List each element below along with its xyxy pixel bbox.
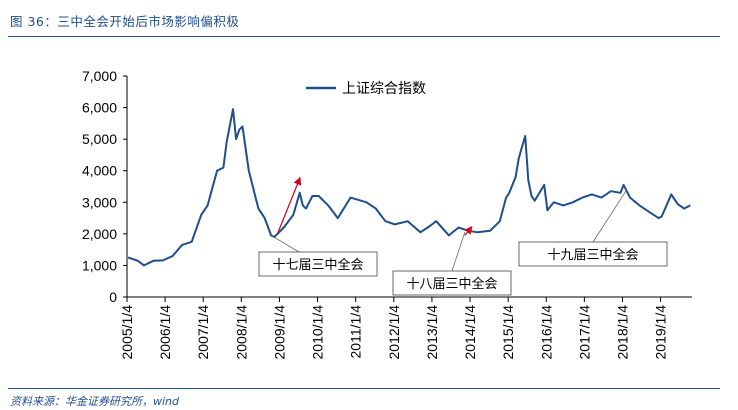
trend-arrow	[276, 176, 302, 235]
annotation-label: 十九届三中全会	[547, 247, 638, 263]
annotation-box	[258, 251, 378, 277]
x-tick-label: 2016/1/4	[538, 305, 554, 360]
y-tick-label: 0	[109, 289, 117, 305]
y-tick-label: 7,000	[82, 68, 117, 84]
x-tick-label: 2011/1/4	[348, 305, 364, 359]
annotation-label: 十七届三中全会	[272, 257, 363, 273]
x-tick-label: 2017/1/4	[576, 305, 592, 360]
annotation-leader	[270, 235, 300, 253]
y-tick-label: 5,000	[82, 131, 117, 147]
annotation-box	[392, 270, 512, 296]
series-line-shanghai-composite	[127, 108, 691, 267]
x-tick-label: 2006/1/4	[157, 305, 173, 360]
annotation-leader	[451, 232, 466, 272]
x-tick-label: 2014/1/4	[462, 305, 478, 360]
y-tick-label: 1,000	[82, 257, 117, 273]
annotation-label: 十八届三中全会	[406, 276, 497, 292]
x-tick-label: 2013/1/4	[424, 305, 440, 360]
x-tick-label: 2009/1/4	[271, 305, 287, 360]
x-tick-label: 2008/1/4	[233, 305, 249, 360]
x-tick-label: 2019/1/4	[653, 305, 669, 360]
x-tick-label: 2018/1/4	[614, 305, 630, 360]
x-tick-label: 2005/1/4	[119, 305, 135, 360]
legend-label: 上证综合指数	[342, 81, 426, 97]
x-tick-label: 2007/1/4	[195, 305, 211, 360]
annotation-leader	[592, 189, 628, 243]
bottom-rule	[8, 388, 720, 389]
top-rule	[8, 36, 720, 37]
y-tick-label: 3,000	[82, 194, 117, 210]
y-tick-label: 2,000	[82, 226, 117, 242]
x-tick-label: 2012/1/4	[386, 305, 402, 360]
y-tick-label: 6,000	[82, 100, 117, 116]
annotation-box	[518, 241, 668, 267]
source-note: 资料来源：华金证券研究所，wind	[10, 395, 180, 408]
figure-title: 图 36：三中全会开始后市场影响偏积极	[10, 14, 240, 29]
x-tick-label: 2015/1/4	[500, 305, 516, 360]
x-tick-label: 2010/1/4	[310, 305, 326, 360]
y-tick-label: 4,000	[82, 163, 117, 179]
trend-arrow	[464, 225, 473, 236]
